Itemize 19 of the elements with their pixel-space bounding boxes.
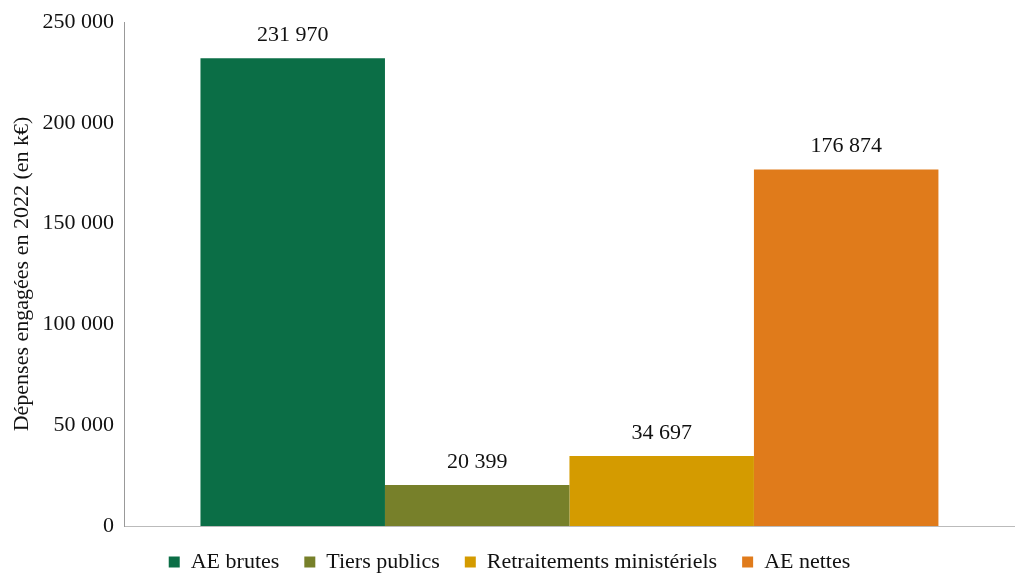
bar — [200, 58, 385, 526]
legend-label: Tiers publics — [326, 547, 440, 573]
bar — [753, 169, 939, 526]
data-label: 231 970 — [256, 21, 329, 47]
y-tick-label: 150 000 — [42, 209, 114, 235]
legend-label: AE nettes — [764, 547, 851, 573]
bar — [569, 456, 754, 526]
data-label: 34 697 — [631, 418, 692, 444]
legend-label: AE brutes — [190, 547, 280, 573]
data-label: 176 874 — [810, 132, 882, 158]
y-tick-label: 50 000 — [53, 410, 114, 436]
y-axis-title: Dépenses engagées en 2022 (en k€) — [7, 116, 33, 432]
data-label: 20 399 — [446, 447, 508, 473]
y-tick-label: 0 — [102, 511, 114, 537]
y-tick-label: 100 000 — [42, 310, 114, 336]
legend-label: Retraitements ministériels — [486, 547, 718, 573]
y-tick-label: 200 000 — [42, 108, 114, 134]
bar — [384, 484, 570, 526]
y-tick-label: 250 000 — [42, 7, 114, 33]
